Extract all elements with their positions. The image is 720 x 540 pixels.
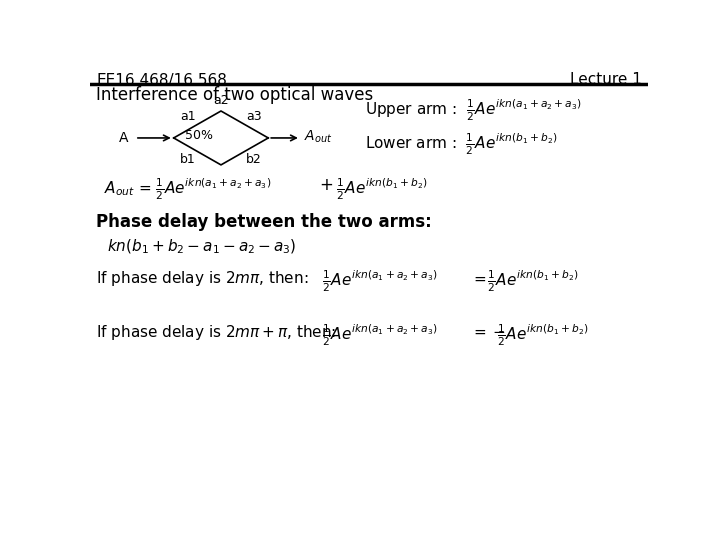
Text: Lecture 1: Lecture 1 (570, 72, 642, 87)
Text: $\frac{1}{2}Ae^{ikn(a_1+a_2+a_3)}$: $\frac{1}{2}Ae^{ikn(a_1+a_2+a_3)}$ (323, 323, 438, 348)
Text: a1: a1 (180, 110, 196, 123)
Text: $A_{out}$ = $\frac{1}{2}Ae^{ikn(a_1+a_2+a_3)}$: $A_{out}$ = $\frac{1}{2}Ae^{ikn(a_1+a_2+… (104, 177, 271, 202)
Text: $\frac{1}{2}Ae^{ikn(b_1+b_2)}$: $\frac{1}{2}Ae^{ikn(b_1+b_2)}$ (487, 269, 578, 294)
Text: A: A (120, 131, 129, 145)
Text: Lower arm :  $\frac{1}{2}Ae^{ikn(b_1+b_2)}$: Lower arm : $\frac{1}{2}Ae^{ikn(b_1+b_2)… (365, 132, 557, 157)
Text: Interference of two optical waves: Interference of two optical waves (96, 86, 374, 104)
Text: b2: b2 (246, 153, 262, 166)
Text: If phase delay is $2m\pi$, then:: If phase delay is $2m\pi$, then: (96, 269, 309, 288)
Text: $\frac{1}{2}Ae^{ikn(b_1+b_2)}$: $\frac{1}{2}Ae^{ikn(b_1+b_2)}$ (497, 323, 588, 348)
Text: $=$: $=$ (472, 271, 487, 285)
Text: 50%: 50% (185, 129, 213, 142)
Text: $A_{out}$: $A_{out}$ (304, 128, 333, 145)
Text: Phase delay between the two arms:: Phase delay between the two arms: (96, 213, 432, 231)
Text: a3: a3 (246, 110, 262, 123)
Text: EE16.468/16.568: EE16.468/16.568 (96, 72, 227, 87)
Text: b1: b1 (180, 153, 196, 166)
Text: $\frac{1}{2}Ae^{ikn(b_1+b_2)}$: $\frac{1}{2}Ae^{ikn(b_1+b_2)}$ (336, 177, 428, 202)
Text: $\frac{1}{2}Ae^{ikn(a_1+a_2+a_3)}$: $\frac{1}{2}Ae^{ikn(a_1+a_2+a_3)}$ (323, 269, 438, 294)
Text: a2: a2 (213, 94, 229, 107)
Text: Upper arm :  $\frac{1}{2}Ae^{ikn(a_1+a_2+a_3)}$: Upper arm : $\frac{1}{2}Ae^{ikn(a_1+a_2+… (365, 97, 582, 123)
Text: If phase delay is $2m\pi +\pi$, then:: If phase delay is $2m\pi +\pi$, then: (96, 323, 336, 342)
Text: $= -$: $= -$ (472, 325, 506, 339)
Text: $kn(b_1+b_2-a_1-a_2-a_3)$: $kn(b_1+b_2-a_1-a_2-a_3)$ (107, 237, 297, 255)
Text: $+$: $+$ (319, 177, 333, 194)
